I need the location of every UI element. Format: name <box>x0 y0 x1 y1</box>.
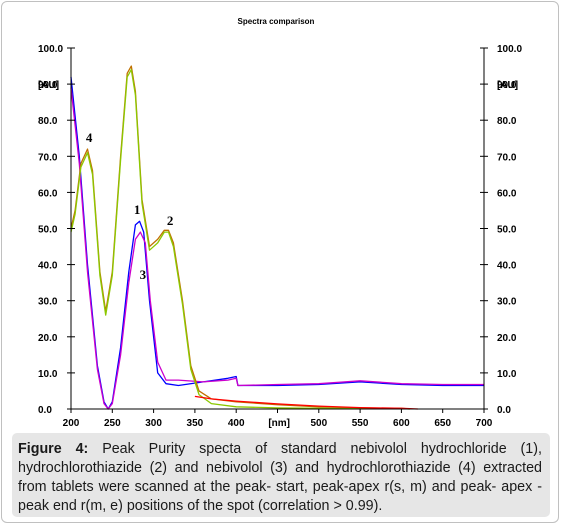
y-axis-unit-right: [AU] <box>497 80 518 91</box>
spectra-chart: Spectra comparison 0.0 0.0 10.0 10.0 20.0 20.… <box>38 17 522 429</box>
x-tick-label: 700 <box>476 418 493 429</box>
spectrum-line-2 <box>70 87 484 410</box>
y-tick-label-right: 50.0 <box>497 225 517 236</box>
y-tick-label-left: 70.0 <box>38 152 58 163</box>
chart-title: Spectra comparison <box>238 17 315 26</box>
y-tick-label-left: 20.0 <box>38 333 58 344</box>
y-tick-label-right: 0.0 <box>497 405 511 416</box>
x-tick-label: 350 <box>187 418 204 429</box>
y-tick-label-left: 50.0 <box>38 225 58 236</box>
y-tick-label-right: 80.0 <box>497 116 517 127</box>
x-tick-label: 400 <box>228 418 245 429</box>
spectrum-line-5 <box>194 395 418 410</box>
y-tick-label-left: 10.0 <box>38 369 58 380</box>
x-tick-label: 600 <box>393 418 410 429</box>
y-tick-label-right: 30.0 <box>497 297 517 308</box>
x-tick-label: 300 <box>145 418 162 429</box>
x-tick-label: 550 <box>352 418 369 429</box>
x-tick-label: 500 <box>310 418 327 429</box>
x-tick-label: 250 <box>104 418 121 429</box>
figure-caption-box: Figure 4: Peak Purity specta of standard… <box>12 433 550 517</box>
y-tick-label-left: 90.0 <box>38 80 58 91</box>
y-tick-label-right: 100.0 <box>497 44 522 55</box>
y-tick-label-left: 60.0 <box>38 188 58 199</box>
peak-label-3: 3 <box>140 267 147 282</box>
y-tick-label-right: 40.0 <box>497 261 517 272</box>
y-tick-label-left: 40.0 <box>38 261 58 272</box>
y-tick-label-left: 80.0 <box>38 116 58 127</box>
spectrum-line-1 <box>70 76 484 410</box>
y-tick-label-right: 70.0 <box>497 152 517 163</box>
y-tick-label-left: 100.0 <box>38 44 63 55</box>
x-tick-label: 200 <box>63 418 80 429</box>
y-tick-label-right: 20.0 <box>497 333 517 344</box>
x-tick-label: 650 <box>434 418 451 429</box>
spectrum-line-3 <box>70 65 410 410</box>
spectrum-line-4 <box>70 69 410 410</box>
peak-label-4: 4 <box>86 130 93 145</box>
y-tick-label-right: 10.0 <box>497 369 517 380</box>
y-tick-label-right: 90.0 <box>497 80 517 91</box>
peak-label-1: 1 <box>134 202 141 217</box>
y-tick-label-right: 60.0 <box>497 188 517 199</box>
y-tick-label-left: 0.0 <box>38 405 52 416</box>
y-tick-label-left: 30.0 <box>38 297 58 308</box>
peak-label-2: 2 <box>167 213 174 228</box>
caption-text: Peak Purity specta of standard nebivolol… <box>18 441 542 514</box>
caption-prefix: Figure 4: <box>18 441 89 457</box>
y-axis-unit-left: [AU] <box>38 80 59 91</box>
figure-caption: Figure 4: Peak Purity specta of standard… <box>12 433 550 516</box>
x-axis-unit: [nm] <box>268 418 290 429</box>
